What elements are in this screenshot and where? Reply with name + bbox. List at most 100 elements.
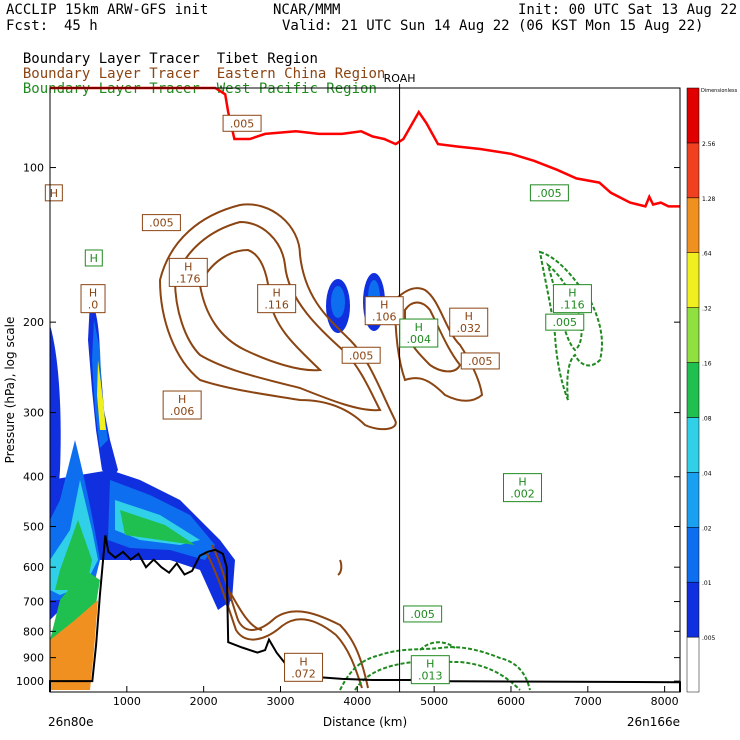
colorbar-segment <box>686 527 700 583</box>
contour-label-text: H <box>184 260 192 273</box>
y-tick-label: 600 <box>23 561 44 574</box>
contour-label-text: H <box>50 187 58 200</box>
contour-label-text: .0 <box>88 299 99 312</box>
contour-label-text: H <box>273 287 281 300</box>
contour-label-box <box>84 249 103 267</box>
colorbar-segment <box>686 472 700 528</box>
contour-value-label: H.106 <box>364 296 404 326</box>
x-tick-label: 2000 <box>190 695 218 708</box>
contour-label-text: H <box>415 321 423 334</box>
contour-value-label: .005 <box>460 352 500 370</box>
contour-label-box <box>162 390 202 420</box>
colorbar-level-label: .02 <box>702 525 712 532</box>
colorbar-segment <box>686 87 700 144</box>
tibet-tracer-fill <box>50 273 385 690</box>
contour-label-text: .002 <box>510 488 535 501</box>
contour-label-text: .176 <box>176 272 201 285</box>
y-tick-label: 100 <box>23 162 44 175</box>
colorbar-level-label: .04 <box>702 470 712 477</box>
contour-value-label: H <box>44 184 63 202</box>
x-tick-label: 7000 <box>574 695 602 708</box>
contour-value-label: H <box>84 249 103 267</box>
colorbar-segment <box>686 197 700 253</box>
x-axis-label: Distance (km) <box>323 715 407 729</box>
contour-value-label: H.032 <box>449 307 489 337</box>
center-label: NCAR/MMM <box>273 2 341 18</box>
contour-value-label: .005 <box>222 114 262 132</box>
x-tick-label: 5000 <box>420 695 448 708</box>
contour-label-box <box>545 313 585 331</box>
contour-value-label: H.006 <box>162 390 202 420</box>
contour-value-label: H.116 <box>552 284 592 314</box>
y-tick-label: 500 <box>23 521 44 534</box>
y-tick-label: 900 <box>23 652 44 665</box>
contour-label-box <box>399 318 439 348</box>
y-tick-label: 200 <box>23 316 44 329</box>
left-endpoint-label: 26n80e <box>48 715 94 729</box>
y-tick-label: 700 <box>23 596 44 609</box>
contour-label-text: .006 <box>170 405 195 418</box>
forecast-label: Fcst: <box>6 18 49 34</box>
colorbar-level-label: 2.56 <box>702 141 716 148</box>
contour-label-box <box>341 346 381 364</box>
colorbar-segment <box>686 581 700 638</box>
contour-label-text: .116 <box>264 299 289 312</box>
axes: 1000 2000 3000 4000 5000 6000 7000 8000 100 200 30… <box>16 162 680 708</box>
contour-label-box <box>80 284 106 314</box>
contour-label-text: H <box>90 252 98 265</box>
contour-label-text: .032 <box>456 322 481 335</box>
eastern-china-tracer-contours <box>158 203 484 689</box>
colorbar-segment <box>686 252 700 308</box>
contour-label-text: H <box>568 287 576 300</box>
contour-label-text: .005 <box>553 316 578 329</box>
colorbar-level-label: .005 <box>702 635 716 642</box>
x-tick-label: 6000 <box>497 695 525 708</box>
contour-label-box <box>529 184 569 202</box>
contour-label-text: H <box>299 655 307 668</box>
colorbar-level-label: .16 <box>702 361 712 368</box>
tropopause-line <box>50 86 680 208</box>
contour-value-label: H.176 <box>168 257 208 287</box>
colorbar-level-label: .01 <box>702 580 712 587</box>
contour-label-text: H <box>518 476 526 489</box>
colorbar-segment <box>686 142 700 199</box>
y-tick-label: 400 <box>23 471 44 484</box>
colorbar: .005 .01 .02 .04 .08 .16 .32 .64 1.28 2.56 Dimensi… <box>686 87 738 693</box>
colorbar-segment <box>686 417 700 473</box>
y-tick-label: 800 <box>23 625 44 638</box>
colorbar-segment <box>686 362 700 418</box>
contour-label-text: H <box>89 287 97 300</box>
contour-label-box <box>552 284 592 314</box>
contour-label-text: H <box>380 299 388 312</box>
contour-label-text: .005 <box>230 117 255 130</box>
contour-label-box <box>222 114 262 132</box>
tracer-region: Eastern China Region <box>216 66 386 82</box>
contour-value-label: H.0 <box>80 284 106 314</box>
contour-value-label: .005 <box>141 214 181 232</box>
init-label: Init: 00 UTC Sat 13 Aug 22 <box>518 2 738 18</box>
tracer-region: West Pacific Region <box>216 81 377 97</box>
tracer-legend-eastern-china: Boundary Layer Tracer Eastern China Regi… <box>6 50 385 82</box>
contour-value-label: H.072 <box>284 652 324 682</box>
contour-label-box <box>364 296 404 326</box>
contour-label-text: .116 <box>560 299 585 312</box>
forecast-hour: 45 h <box>64 18 98 34</box>
contour-label-box <box>141 214 181 232</box>
contour-label-box <box>460 352 500 370</box>
contour-value-label: H.116 <box>257 284 297 314</box>
contour-label-text: .005 <box>410 608 435 621</box>
colorbar-level-label: .32 <box>702 306 712 313</box>
colorbar-level-label: .08 <box>702 415 712 422</box>
contour-value-label: .005 <box>529 184 569 202</box>
contour-value-label: H.004 <box>399 318 439 348</box>
model-title: ACCLIP 15km ARW-GFS init <box>6 2 209 18</box>
contour-label-box <box>168 257 208 287</box>
colorbar-segment <box>686 307 700 363</box>
x-tick-label: 4000 <box>343 695 371 708</box>
contour-label-box <box>403 605 443 623</box>
contour-value-label: .005 <box>545 313 585 331</box>
colorbar-title: Dimensionless <box>701 88 738 94</box>
contour-label-text: .106 <box>372 311 397 324</box>
